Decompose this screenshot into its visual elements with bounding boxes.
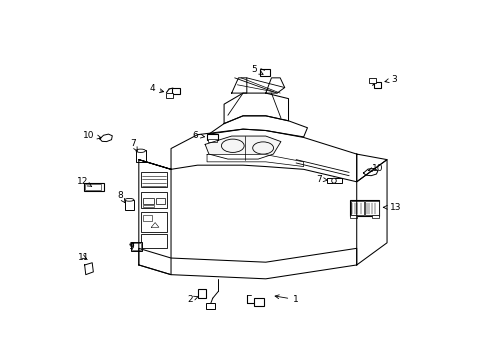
Text: 7: 7 <box>130 139 137 151</box>
Bar <box>207 134 218 140</box>
Bar <box>141 192 167 208</box>
Polygon shape <box>100 134 112 141</box>
Bar <box>254 298 264 306</box>
Bar <box>368 77 375 82</box>
Polygon shape <box>224 93 288 123</box>
Bar <box>131 242 142 251</box>
Bar <box>350 201 364 215</box>
Text: 3: 3 <box>384 75 397 84</box>
Text: 8: 8 <box>117 190 125 203</box>
Polygon shape <box>139 129 356 182</box>
Polygon shape <box>231 78 246 93</box>
Text: 13: 13 <box>383 203 400 212</box>
Bar <box>141 234 167 248</box>
Bar <box>141 212 167 232</box>
Bar <box>136 150 145 162</box>
Polygon shape <box>206 155 303 167</box>
Bar <box>171 87 180 94</box>
Polygon shape <box>139 248 356 279</box>
Text: 10: 10 <box>82 131 101 140</box>
Bar <box>349 215 356 218</box>
Polygon shape <box>356 154 386 182</box>
Bar <box>141 172 167 187</box>
Bar <box>326 178 341 183</box>
Text: 1: 1 <box>275 295 298 304</box>
Text: 10: 10 <box>367 164 383 173</box>
Text: 5: 5 <box>251 65 263 75</box>
Bar <box>142 215 152 221</box>
Text: 7: 7 <box>315 175 327 184</box>
Ellipse shape <box>124 198 134 201</box>
Polygon shape <box>84 263 93 275</box>
Polygon shape <box>265 78 284 93</box>
Polygon shape <box>356 159 386 265</box>
Text: 11: 11 <box>78 253 89 262</box>
Text: 2: 2 <box>187 295 198 304</box>
Bar <box>349 201 379 216</box>
Bar <box>260 69 269 76</box>
Bar <box>371 215 378 218</box>
Ellipse shape <box>331 178 336 183</box>
Bar <box>373 82 380 88</box>
Ellipse shape <box>136 149 145 152</box>
Polygon shape <box>139 159 171 275</box>
Bar <box>142 198 153 204</box>
Ellipse shape <box>252 142 273 154</box>
Bar <box>198 289 205 298</box>
Bar <box>365 201 378 215</box>
Bar <box>206 303 214 309</box>
Polygon shape <box>208 116 307 137</box>
Bar <box>166 93 173 98</box>
Bar <box>84 184 103 191</box>
Bar <box>156 198 165 204</box>
Ellipse shape <box>221 139 244 152</box>
Polygon shape <box>151 222 159 227</box>
Bar <box>124 199 134 210</box>
Text: 6: 6 <box>192 131 204 140</box>
Polygon shape <box>363 168 377 176</box>
Text: 12: 12 <box>77 177 92 186</box>
Text: 4: 4 <box>149 85 163 94</box>
Bar <box>208 139 216 143</box>
Bar <box>85 184 101 190</box>
Polygon shape <box>205 136 280 159</box>
Bar <box>142 204 153 207</box>
Bar <box>131 243 141 250</box>
Text: 9: 9 <box>128 242 134 251</box>
